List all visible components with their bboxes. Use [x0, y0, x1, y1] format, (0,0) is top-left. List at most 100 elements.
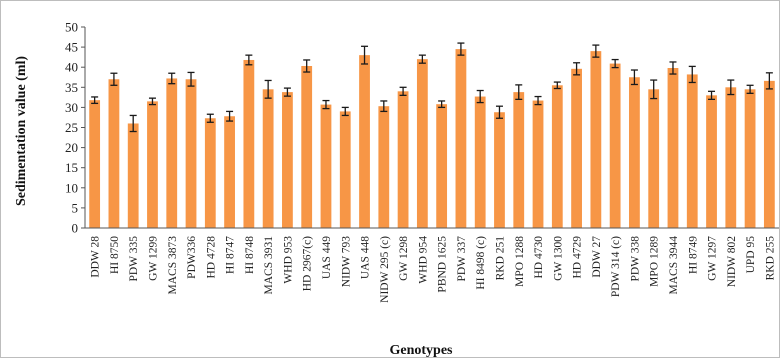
bar — [686, 74, 698, 228]
y-tick-label: 5 — [72, 200, 79, 215]
error-bar — [727, 79, 735, 96]
error-bar — [110, 72, 118, 86]
error-bar — [264, 79, 272, 99]
category-label: PDW 314 (c) — [610, 236, 622, 297]
category-label: GW 1299 — [147, 236, 159, 281]
error-bar — [245, 54, 253, 66]
error-bar — [341, 106, 349, 117]
error-bars-group — [91, 42, 773, 133]
error-bar — [708, 90, 716, 101]
category-label: GW 1297 — [707, 236, 719, 281]
error-bar — [650, 79, 658, 100]
y-tick-label: 30 — [65, 100, 78, 115]
error-bar — [168, 72, 176, 85]
error-bar — [765, 72, 773, 90]
error-bar — [206, 113, 214, 123]
bar — [185, 79, 197, 228]
bar — [108, 79, 120, 228]
bar — [494, 112, 505, 228]
bar — [609, 63, 621, 228]
y-tick-label: 50 — [65, 20, 78, 35]
category-label: DDW 28 — [90, 236, 102, 278]
y-tick-label: 15 — [65, 160, 78, 175]
category-label: HD 4730 — [533, 236, 545, 279]
x-axis-title: Genotypes — [390, 343, 454, 358]
category-label: PDW336 — [186, 236, 198, 279]
category-label: GW 1300 — [552, 236, 564, 281]
error-bar — [399, 86, 407, 96]
error-bar — [630, 69, 638, 86]
error-bar — [592, 44, 600, 58]
y-tick-label: 0 — [72, 221, 79, 236]
y-tick-label: 45 — [65, 40, 78, 55]
category-label: MPO 1289 — [649, 236, 661, 287]
y-axis: 0 5 10 15 20 25 30 35 40 45 50 — [65, 20, 86, 236]
bar — [571, 68, 582, 228]
bar — [455, 49, 467, 228]
error-bar — [361, 45, 369, 65]
bar — [320, 104, 332, 228]
error-bar — [91, 96, 99, 105]
category-label: HI 8750 — [109, 236, 121, 274]
y-tick-label: 40 — [65, 60, 78, 75]
bar — [166, 78, 178, 229]
category-label: HI 8498 (c) — [475, 236, 487, 290]
x-axis: DDW 28 HI 8750 PDW 335 GW 1299 MACS 3873 PDW3… — [85, 227, 779, 303]
category-label: NIDW 802 — [726, 236, 738, 287]
category-label: PDW 337 — [456, 236, 468, 282]
bar — [513, 92, 525, 229]
bar — [262, 89, 274, 228]
error-bar — [283, 87, 291, 97]
bar — [436, 104, 448, 228]
bar — [551, 85, 563, 228]
category-label: MACS 3873 — [167, 236, 179, 295]
bar — [359, 55, 370, 228]
category-label: PDW 338 — [629, 236, 641, 282]
error-bar — [457, 42, 465, 56]
error-bar — [148, 97, 156, 106]
bar — [397, 91, 409, 228]
category-label: WHD 953 — [282, 236, 294, 284]
error-bar — [438, 100, 446, 109]
error-bar — [688, 65, 696, 84]
error-bar — [515, 84, 523, 101]
bar — [204, 118, 216, 228]
bar — [667, 68, 679, 228]
error-bar — [495, 105, 503, 119]
bar — [89, 100, 101, 228]
category-label: RKD 251 — [494, 236, 506, 281]
bar — [378, 106, 390, 228]
bar — [648, 89, 660, 228]
error-bar — [669, 61, 677, 75]
error-bar — [476, 89, 484, 104]
category-label: UAS 449 — [321, 236, 333, 279]
category-label: PBND 1625 — [437, 236, 449, 293]
error-bar — [187, 71, 195, 87]
error-bar — [226, 110, 234, 122]
category-label: PDW 335 — [128, 236, 140, 282]
error-bar — [611, 58, 619, 69]
category-label: HI 8748 — [244, 236, 256, 274]
error-bar — [322, 99, 330, 110]
bar — [339, 111, 351, 228]
bar — [590, 51, 602, 229]
category-label: DDW 27 — [591, 236, 603, 278]
bar — [127, 123, 139, 228]
category-label: HD 4728 — [205, 236, 217, 279]
category-label: UPD 95 — [745, 236, 757, 274]
bars-group — [89, 49, 775, 229]
error-bar — [418, 54, 426, 64]
bar — [744, 89, 756, 228]
bar — [474, 96, 486, 229]
y-tick-label: 25 — [65, 120, 78, 135]
bar — [629, 77, 640, 228]
bar — [706, 95, 717, 228]
bar — [725, 87, 737, 228]
category-label: NIDW 295 (c) — [379, 236, 391, 303]
category-label: WHD 954 — [417, 236, 429, 284]
category-label: HI 8747 — [225, 236, 237, 274]
y-tick-label: 10 — [65, 180, 78, 195]
error-bar — [534, 95, 542, 106]
bar — [243, 59, 255, 228]
